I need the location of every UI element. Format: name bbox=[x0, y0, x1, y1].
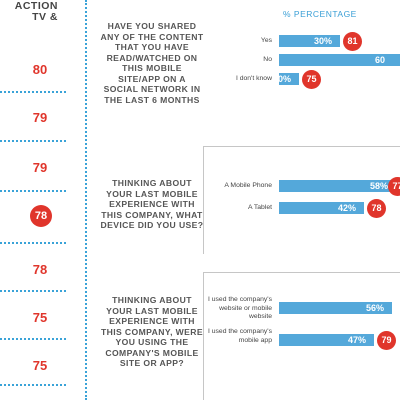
question-3: THINKING ABOUT YOUR LAST MOBILE EXPERIEN… bbox=[100, 295, 204, 368]
score-dot: 81 bbox=[343, 32, 362, 51]
section-separator bbox=[203, 146, 400, 147]
dotted-row-divider bbox=[0, 384, 66, 386]
left-score-circled: 78 bbox=[30, 205, 52, 227]
category-label: No bbox=[263, 56, 272, 63]
left-score: 79 bbox=[32, 160, 48, 175]
score-dot: 78 bbox=[367, 199, 386, 218]
bar-value-label: 30% bbox=[314, 36, 333, 46]
bar bbox=[279, 180, 396, 192]
dotted-row-divider bbox=[0, 242, 66, 244]
score-dot: 75 bbox=[302, 70, 321, 89]
score-dot: 77 bbox=[388, 177, 400, 196]
section-separator-vertical bbox=[203, 272, 204, 400]
dotted-row-divider bbox=[0, 190, 66, 192]
category-label: A Mobile Phone bbox=[224, 182, 272, 189]
vertical-divider bbox=[85, 0, 87, 400]
left-header-line-2: TV & bbox=[32, 11, 58, 23]
bar-value-label: 10% bbox=[273, 74, 292, 84]
bar bbox=[279, 302, 392, 314]
section-separator-vertical bbox=[203, 146, 204, 254]
left-score: 79 bbox=[32, 110, 48, 125]
bar-value-label: 58% bbox=[370, 181, 389, 191]
left-score: 78 bbox=[32, 262, 48, 277]
bar bbox=[279, 202, 364, 214]
dotted-row-divider bbox=[0, 338, 66, 340]
bar bbox=[279, 35, 340, 47]
category-label: I used the company's mobile app bbox=[207, 328, 272, 344]
category-label: Yes bbox=[260, 37, 272, 44]
dotted-row-divider bbox=[0, 140, 66, 142]
left-header-line-1: ACTION bbox=[14, 0, 58, 12]
left-score: 75 bbox=[32, 310, 48, 325]
bar bbox=[279, 54, 400, 66]
category-label: I don't know bbox=[235, 75, 272, 82]
bar-value-label: 42% bbox=[338, 203, 357, 213]
left-score: 80 bbox=[32, 62, 48, 77]
category-label: I used the company's website or mobile w… bbox=[207, 296, 272, 320]
score-dot: 79 bbox=[377, 331, 396, 350]
category-label: A Tablet bbox=[247, 204, 272, 211]
section-separator bbox=[203, 272, 400, 273]
bar-value-label: 56% bbox=[366, 303, 385, 313]
bar bbox=[279, 73, 299, 85]
bar-value-label: 47% bbox=[348, 335, 367, 345]
bar bbox=[279, 334, 374, 346]
dotted-row-divider bbox=[0, 290, 66, 292]
left-score: 75 bbox=[32, 358, 48, 373]
question-1: HAVE YOU SHARED ANY OF THE CONTENT THAT … bbox=[100, 21, 204, 105]
question-2: THINKING ABOUT YOUR LAST MOBILE EXPERIEN… bbox=[100, 178, 204, 230]
dotted-row-divider bbox=[0, 91, 66, 93]
bar-value-label: 60 bbox=[375, 55, 386, 65]
percentage-header: % PERCENTAGE bbox=[283, 9, 357, 19]
left-column-header: ACTION TV & bbox=[0, 0, 58, 24]
